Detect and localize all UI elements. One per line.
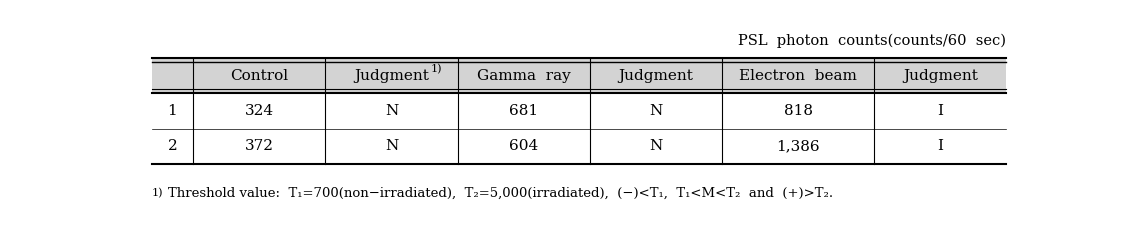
Text: 604: 604 [510,139,538,153]
Text: N: N [650,104,662,118]
Text: 2: 2 [167,139,177,153]
Text: 1): 1) [151,189,163,199]
Text: Threshold value:  T₁=700(non−irradiated),  T₂=5,000(irradiated),  (−)<T₁,  T₁<M<: Threshold value: T₁=700(non−irradiated),… [167,187,833,200]
Text: Electron  beam: Electron beam [739,69,858,83]
Text: 681: 681 [510,104,538,118]
Text: N: N [650,139,662,153]
Text: 372: 372 [244,139,273,153]
Text: PSL  photon  counts(counts/60  sec): PSL photon counts(counts/60 sec) [739,34,1007,48]
Text: 1): 1) [432,64,443,74]
Text: 1: 1 [167,104,177,118]
Text: Control: Control [231,69,288,83]
Text: N: N [385,139,398,153]
Text: 1,386: 1,386 [776,139,820,153]
Text: Judgment: Judgment [903,69,977,83]
Text: Judgment: Judgment [354,69,429,83]
Text: 818: 818 [784,104,812,118]
Bar [151,129,1007,164]
Text: Gamma  ray: Gamma ray [477,69,571,83]
Text: I: I [937,139,944,153]
Bar [151,58,1007,93]
Text: Judgment: Judgment [618,69,694,83]
Bar [151,93,1007,129]
Text: I: I [937,104,944,118]
Text: N: N [385,104,398,118]
Text: 324: 324 [244,104,273,118]
